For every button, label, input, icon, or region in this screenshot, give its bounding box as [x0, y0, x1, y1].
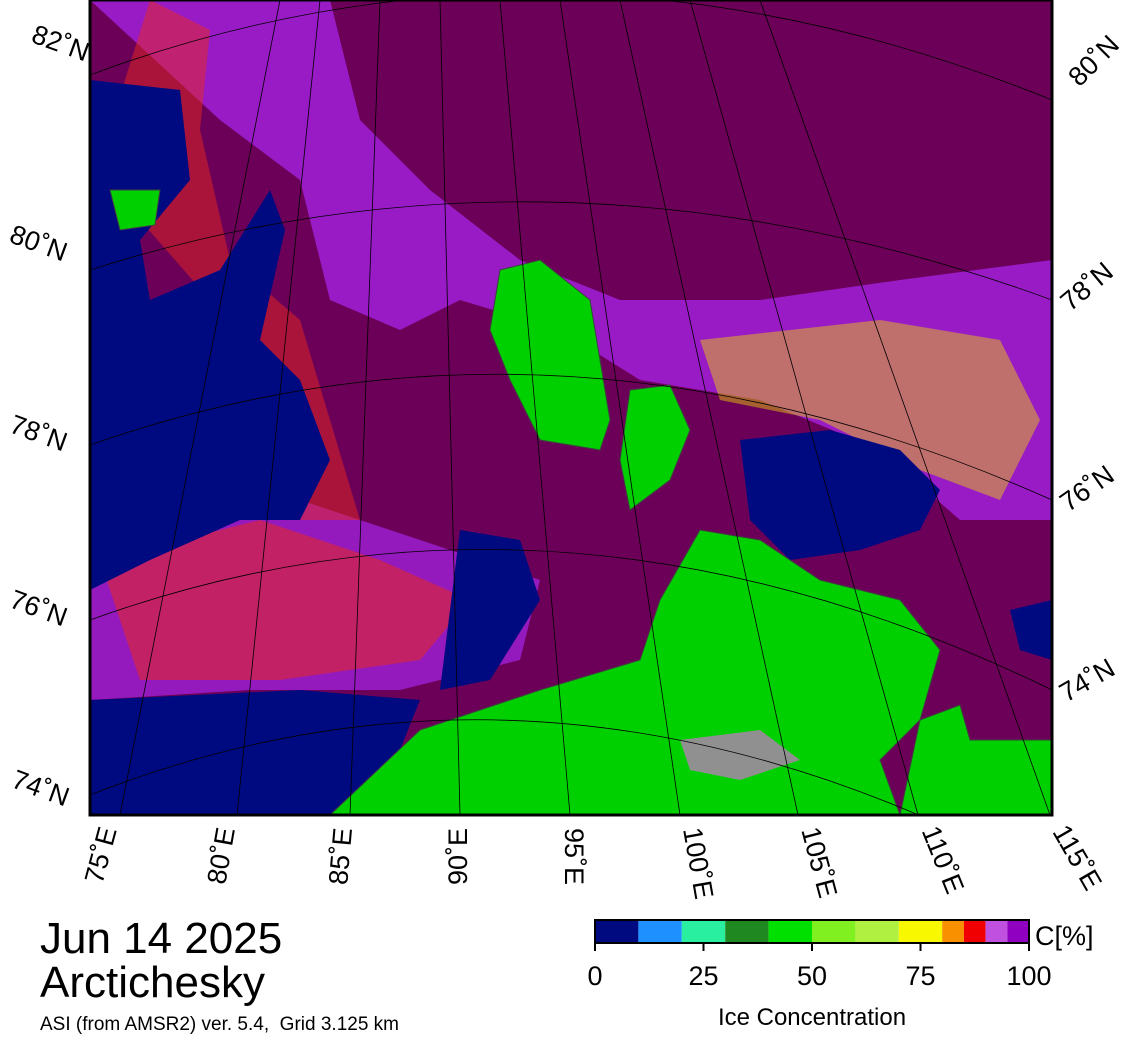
lat-label: 82˚N: [28, 19, 93, 67]
colorbar-segment: [942, 920, 964, 943]
colorbar-segment: [681, 920, 726, 943]
colorbar-segment: [812, 920, 856, 943]
lat-label: 76˚N: [1054, 459, 1119, 517]
colorbar-segment: [963, 920, 986, 943]
colorbar-segment: [855, 920, 899, 943]
colorbar-unit: C[%]: [1035, 921, 1094, 951]
colorbar-segment: [595, 920, 639, 943]
map-frame: [88, 0, 1054, 817]
colorbar-tick-label: 100: [1006, 961, 1051, 991]
lat-label: 78˚N: [1055, 256, 1119, 317]
colorbar-tick-label: 50: [797, 961, 827, 991]
colorbar-segment: [638, 920, 682, 943]
region: Arctichesky: [40, 958, 265, 1007]
date: Jun 14 2025: [40, 914, 282, 963]
lon-label: 115˚E: [1047, 820, 1108, 896]
lon-label: 100˚E: [677, 825, 719, 901]
map-area: [90, 0, 1052, 815]
colorbar-segment: [725, 920, 769, 943]
colorbar-segment: [985, 920, 1008, 943]
colorbar-segment: [898, 920, 943, 943]
graticule: [90, 0, 1052, 815]
lon-label: 75˚E: [79, 824, 123, 887]
colorbar-tick-label: 0: [587, 961, 602, 991]
lon-label: 110˚E: [916, 822, 970, 898]
lat-label: 74˚N: [1054, 653, 1120, 708]
lon-label: 85˚E: [323, 827, 358, 886]
lat-label: 74˚N: [8, 764, 73, 812]
colorbar-label: Ice Concentration: [718, 1004, 906, 1031]
colorbar-segment: [768, 920, 812, 943]
source: ASI (from AMSR2) ver. 5.4, Grid 3.125 km: [40, 1014, 399, 1035]
colorbar-tick-label: 75: [905, 961, 935, 991]
lon-label: 90˚E: [443, 828, 473, 885]
lon-label: 80˚E: [201, 825, 240, 886]
lat-label: 76˚N: [6, 584, 71, 632]
lon-label: 105˚E: [795, 824, 843, 901]
colorbar-segment: [1007, 920, 1029, 943]
lat-label: 80˚N: [6, 219, 71, 267]
lat-label: 78˚N: [6, 409, 71, 457]
colorbar-tick-label: 25: [688, 961, 718, 991]
lon-label: 95˚E: [559, 828, 589, 885]
lat-label: 80˚N: [1062, 29, 1125, 92]
